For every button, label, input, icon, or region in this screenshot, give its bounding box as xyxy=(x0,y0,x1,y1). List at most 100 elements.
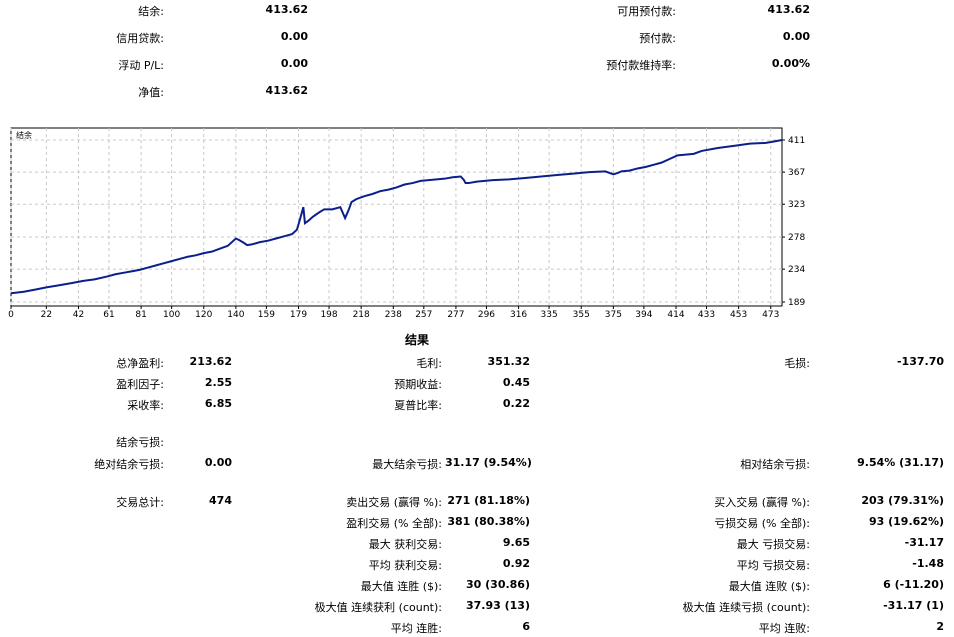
result-label: 盈利因子: xyxy=(116,378,164,391)
x-tick-label: 0 xyxy=(8,310,14,320)
plot-frame xyxy=(10,127,783,307)
result-label: 最大结余亏损: xyxy=(372,458,442,471)
credit-label: 信用贷款: xyxy=(116,32,164,45)
x-tick-label: 22 xyxy=(41,310,52,320)
result-label: 交易总计: xyxy=(116,496,164,509)
x-tick-label: 296 xyxy=(478,310,495,320)
margin-level-value: 0.00% xyxy=(771,57,810,70)
x-tick-label: 453 xyxy=(730,310,747,320)
result-label: 相对结余亏损: xyxy=(740,458,810,471)
x-tick-label: 42 xyxy=(73,310,84,320)
result-value: 30 (30.86) xyxy=(466,578,530,591)
results-title: 结果 xyxy=(404,333,429,347)
result-value: 31.17 (9.54%) xyxy=(445,456,532,469)
result-value: 381 (80.38%) xyxy=(447,515,530,528)
result-label: 平均 亏损交易: xyxy=(736,559,810,572)
result-label: 总净盈利: xyxy=(116,357,164,370)
x-tick-label: 335 xyxy=(541,310,558,320)
result-label: 毛损: xyxy=(784,357,810,370)
result-value: 2 xyxy=(936,620,944,633)
x-tick-label: 414 xyxy=(667,310,684,320)
y-tick-label: 367 xyxy=(788,168,805,178)
x-tick-label: 316 xyxy=(510,310,527,320)
y-axis-ticks: 411 367 323 278 234 189 xyxy=(782,136,805,308)
result-value: 271 (81.18%) xyxy=(447,494,530,507)
result-value: 2.55 xyxy=(204,376,232,389)
result-value: 0.22 xyxy=(502,397,530,410)
x-tick-label: 198 xyxy=(320,310,337,320)
x-tick-label: 61 xyxy=(103,310,114,320)
result-value: 9.65 xyxy=(502,536,530,549)
result-label: 卖出交易 (赢得 %): xyxy=(346,496,442,509)
x-axis-ticks: 0 22 42 61 81 100 120 140 159 179 198 218 238 257 277 2… xyxy=(8,306,779,320)
x-tick-label: 179 xyxy=(290,310,307,320)
credit-value: 0.00 xyxy=(280,30,308,43)
equity-label: 净值: xyxy=(138,86,164,99)
y-tick-label: 323 xyxy=(788,200,805,210)
result-value: 6 (-11.20) xyxy=(883,578,944,591)
y-tick-label: 189 xyxy=(788,298,805,308)
result-value: -137.70 xyxy=(896,355,944,368)
x-tick-label: 218 xyxy=(353,310,370,320)
result-label: 买入交易 (赢得 %): xyxy=(714,496,810,509)
result-label: 平均 获利交易: xyxy=(368,559,442,572)
x-tick-label: 355 xyxy=(573,310,590,320)
chart-legend: 结余 xyxy=(16,130,32,140)
result-value: -1.48 xyxy=(912,557,944,570)
y-tick-label: 234 xyxy=(788,265,805,275)
result-label: 预期收益: xyxy=(394,378,442,391)
result-label: 亏损交易 (% 全部): xyxy=(714,517,810,530)
result-value: 203 (79.31%) xyxy=(861,494,944,507)
x-tick-label: 277 xyxy=(447,310,464,320)
result-value: 0.92 xyxy=(502,557,530,570)
result-label: 平均 连胜: xyxy=(390,622,442,635)
x-tick-label: 394 xyxy=(635,310,652,320)
free-margin-label: 可用预付款: xyxy=(617,5,676,18)
x-tick-label: 140 xyxy=(227,310,244,320)
result-label: 平均 连败: xyxy=(758,622,810,635)
result-value: 6 xyxy=(522,620,530,633)
result-value: -31.17 xyxy=(904,536,944,549)
result-value: 213.62 xyxy=(189,355,232,368)
free-margin-value: 413.62 xyxy=(767,3,810,16)
x-tick-label: 375 xyxy=(605,310,622,320)
floating-pl-label: 浮动 P/L: xyxy=(118,59,164,72)
x-tick-label: 100 xyxy=(163,310,180,320)
margin-label: 预付款: xyxy=(639,32,676,45)
result-value: 6.85 xyxy=(204,397,232,410)
margin-level-label: 预付款维持率: xyxy=(606,59,676,72)
result-value: 0.45 xyxy=(502,376,530,389)
result-value: 9.54% (31.17) xyxy=(857,456,944,469)
result-label: 夏普比率: xyxy=(394,399,442,412)
result-label: 极大值 连续亏损 (count): xyxy=(682,601,810,614)
result-label: 毛利: xyxy=(416,357,442,370)
result-value: -31.17 (1) xyxy=(883,599,944,612)
result-value: 93 (19.62%) xyxy=(868,515,944,528)
chart-grid xyxy=(10,128,782,306)
result-label: 最大 获利交易: xyxy=(368,538,442,551)
x-tick-label: 81 xyxy=(135,310,146,320)
balance-chart: 0 22 42 61 81 100 120 140 159 179 198 218 238 257 277 2… xyxy=(8,127,805,320)
result-value: 0.00 xyxy=(204,456,232,469)
equity-value: 413.62 xyxy=(265,84,308,97)
result-label: 绝对结余亏损: xyxy=(94,458,164,471)
x-tick-label: 473 xyxy=(762,310,779,320)
x-tick-label: 120 xyxy=(195,310,212,320)
result-label: 采收率: xyxy=(127,399,164,412)
result-label: 最大值 连胜 ($): xyxy=(360,580,442,593)
y-tick-label: 278 xyxy=(788,233,805,243)
x-tick-label: 257 xyxy=(415,310,432,320)
x-tick-label: 433 xyxy=(698,310,715,320)
result-label: 最大 亏损交易: xyxy=(736,538,810,551)
x-tick-label: 159 xyxy=(258,310,275,320)
result-label: 结余亏损: xyxy=(116,436,164,449)
balance-series-line xyxy=(10,139,783,295)
result-value: 474 xyxy=(209,494,232,507)
x-tick-label: 238 xyxy=(385,310,402,320)
result-value: 37.93 (13) xyxy=(466,599,530,612)
result-label: 盈利交易 (% 全部): xyxy=(346,517,442,530)
floating-pl-value: 0.00 xyxy=(280,57,308,70)
result-value: 351.32 xyxy=(487,355,530,368)
balance-label: 结余: xyxy=(138,5,164,18)
result-label: 极大值 连续获利 (count): xyxy=(314,601,442,614)
